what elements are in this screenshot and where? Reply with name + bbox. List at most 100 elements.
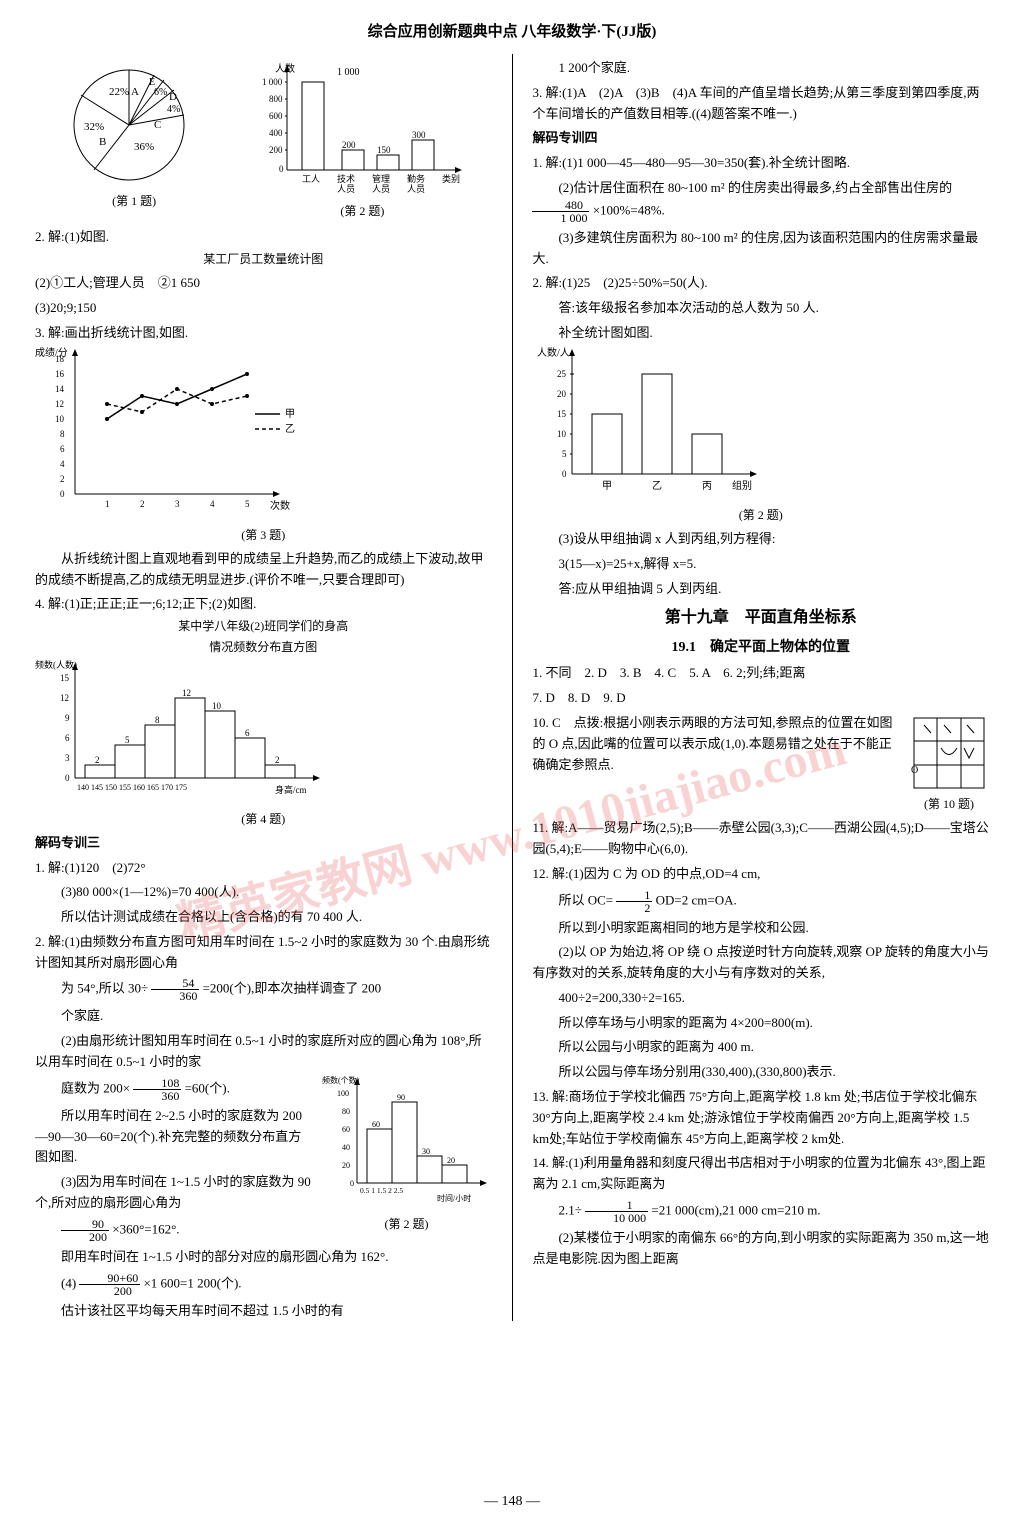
j3-2c: 个家庭. — [35, 1006, 492, 1027]
svg-text:0.5 1 1.5 2 2.5: 0.5 1 1.5 2 2.5 — [360, 1186, 403, 1195]
svg-text:150: 150 — [377, 145, 391, 155]
column-divider — [512, 54, 513, 1321]
svg-text:32%: 32% — [84, 121, 104, 133]
svg-text:6: 6 — [245, 728, 250, 738]
grid-figure-q10: O (第 10 题) — [909, 713, 989, 814]
svg-text:1 000: 1 000 — [337, 67, 360, 78]
svg-text:16: 16 — [55, 369, 65, 379]
svg-text:2: 2 — [95, 755, 100, 765]
svg-text:4%: 4% — [167, 104, 180, 115]
svg-text:2: 2 — [60, 474, 65, 484]
q13: 13. 解:商场位于学校北偏西 75°方向上,距离学校 1.8 km 处;书店位… — [532, 1087, 989, 1149]
svg-text:90: 90 — [397, 1093, 405, 1102]
svg-text:40: 40 — [342, 1143, 350, 1152]
jmzx4-title: 解码专训四 — [532, 128, 989, 149]
j4-2b: 答:该年级报名参加本次活动的总人数为 50 人. — [532, 298, 989, 319]
svg-text:25: 25 — [557, 369, 567, 379]
svg-text:300: 300 — [412, 130, 426, 140]
bar2-caption: (第 2 题) — [257, 202, 467, 221]
q12g: 所以公园与小明家的距离为 400 m. — [532, 1037, 989, 1058]
q12a: 12. 解:(1)因为 C 为 OD 的中点,OD=4 cm, — [532, 864, 989, 885]
j3-2f: 所以用车时间在 2~2.5 小时的家庭数为 200—90—30—60=20(个)… — [35, 1106, 314, 1168]
svg-text:6: 6 — [60, 444, 65, 454]
svg-text:15: 15 — [557, 409, 567, 419]
svg-text:0: 0 — [60, 489, 65, 499]
ch19-title: 第十九章 平面直角坐标系 — [532, 605, 989, 631]
svg-text:36%: 36% — [134, 141, 154, 153]
svg-text:8: 8 — [155, 715, 160, 725]
q14a: 14. 解:(1)利用量角器和刻度尺得出书店相对于小明家的位置为北偏东 43°,… — [532, 1153, 989, 1195]
j4-1b: (2)估计居住面积在 80~100 m² 的住房卖出得最多,约占全部售出住房的 … — [532, 178, 989, 224]
r1: 1 200个家庭. — [532, 58, 989, 79]
svg-text:3: 3 — [175, 499, 180, 509]
svg-text:600: 600 — [269, 111, 283, 121]
q2-line1: 2. 解:(1)如图. — [35, 227, 492, 248]
svg-text:400: 400 — [269, 128, 283, 138]
j3-2a: 2. 解:(1)由频数分布直方图可知用车时间在 1.5~2 小时的家庭数为 30… — [35, 932, 492, 974]
svg-text:类别: 类别 — [442, 173, 460, 184]
q12e: 400÷2=200,330÷2=165. — [532, 988, 989, 1009]
svg-text:组别: 组别 — [732, 479, 752, 492]
svg-text:O: O — [911, 765, 918, 776]
j3-2d: (2)由扇形统计图知用车时间在 0.5~1 小时的家庭所对应的圆心角为 108°… — [35, 1031, 492, 1073]
svg-text:200: 200 — [269, 145, 283, 155]
q14c: (2)某楼位于小明家的南偏东 66°的方向,到小明家的实际距离为 350 m,这… — [532, 1228, 989, 1270]
bar-j4-caption: (第 2 题) — [532, 506, 989, 525]
svg-text:200: 200 — [342, 140, 356, 150]
q3-line1: 3. 解:画出折线统计图,如图. — [35, 323, 492, 344]
left-column: 22% A E 6% D 4% 32% B 36% C (第 1 题) — [35, 54, 492, 1321]
q2-line3: (3)20;9;150 — [35, 298, 492, 319]
svg-text:15: 15 — [60, 673, 70, 683]
q10-wrap: O (第 10 题) 10. C 点拨:根据小刚表示两眼的方法可知,参照点的位置… — [532, 713, 989, 775]
svg-text:12: 12 — [55, 399, 64, 409]
svg-text:3: 3 — [65, 753, 70, 763]
q12d: (2)以 OP 为始边,将 OP 绕 O 点按逆时针方向旋转,观察 OP 旋转的… — [532, 942, 989, 984]
ans-line1: 1. 不同 2. D 3. B 4. C 5. A 6. 2;列;纬;距离 — [532, 663, 989, 684]
svg-text:乙: 乙 — [652, 480, 662, 492]
hist4-caption: (第 4 题) — [35, 810, 492, 829]
page-number: — 148 — — [484, 1491, 540, 1513]
svg-text:甲: 甲 — [285, 409, 295, 420]
svg-text:60: 60 — [372, 1120, 380, 1129]
q4-title2: 情况频数分布直方图 — [35, 638, 492, 657]
svg-text:C: C — [154, 119, 161, 131]
line3-caption: (第 3 题) — [35, 526, 492, 545]
svg-text:1: 1 — [105, 499, 110, 509]
svg-text:9: 9 — [65, 713, 70, 723]
q10-caption: (第 10 题) — [909, 795, 989, 814]
j3-2e: 庭数为 200× 108360 =60(个). — [35, 1077, 314, 1102]
svg-text:工人: 工人 — [302, 174, 320, 184]
svg-text:20: 20 — [342, 1161, 350, 1170]
page-header: 综合应用创新题典中点 八年级数学·下(JJ版) — [35, 20, 989, 44]
r3: 3. 解:(1)A (2)A (3)B (4)A 车间的产值呈增长趋势;从第三季… — [532, 83, 989, 125]
q2-title: 某工厂员工数量统计图 — [35, 250, 492, 269]
j3-2k: 估计该社区平均每天用车时间不超过 1.5 小时的有 — [35, 1301, 492, 1322]
svg-text:6%: 6% — [154, 87, 167, 98]
svg-text:人员: 人员 — [337, 184, 355, 194]
svg-text:80: 80 — [342, 1107, 350, 1116]
bar-chart-q2: 人数 1 000 1 000 800 600 400 200 0 200 — [257, 60, 467, 221]
svg-text:12: 12 — [182, 688, 191, 698]
svg-text:0: 0 — [562, 469, 567, 479]
q10-text: 10. C 点拨:根据小刚表示两眼的方法可知,参照点的位置在如图的 O 点,因此… — [532, 715, 892, 772]
j4-1a: 1. 解:(1)1 000—45—480—95—30=350(套).补全统计图略… — [532, 153, 989, 174]
j4-2c: 补全统计图如图. — [532, 323, 989, 344]
svg-text:60: 60 — [342, 1125, 350, 1134]
svg-text:A: A — [131, 86, 139, 98]
svg-text:14: 14 — [55, 384, 65, 394]
svg-text:5: 5 — [125, 735, 130, 745]
q12c: 所以到小明家距离相同的地方是学校和公园. — [532, 918, 989, 939]
svg-text:20: 20 — [447, 1156, 455, 1165]
hist-j3-caption: (第 2 题) — [322, 1215, 492, 1234]
svg-text:140 145 150 155 160 165 170 17: 140 145 150 155 160 165 170 175 — [77, 783, 187, 792]
q12b: 所以 OC= 12 OD=2 cm=OA. — [532, 889, 989, 914]
ans-line2: 7. D 8. D 9. D — [532, 688, 989, 709]
svg-text:频数(人数): 频数(人数) — [35, 659, 77, 670]
svg-text:技术: 技术 — [337, 173, 355, 184]
svg-text:0: 0 — [279, 164, 284, 174]
q11: 11. 解:A——贸易广场(2,5);B——赤壁公园(3,3);C——西湖公园(… — [532, 818, 989, 860]
svg-text:0: 0 — [65, 773, 70, 783]
svg-text:频数(个数): 频数(个数) — [322, 1075, 360, 1085]
j3-2h: 90200 ×360°=162°. — [35, 1218, 314, 1243]
svg-text:5: 5 — [562, 449, 567, 459]
